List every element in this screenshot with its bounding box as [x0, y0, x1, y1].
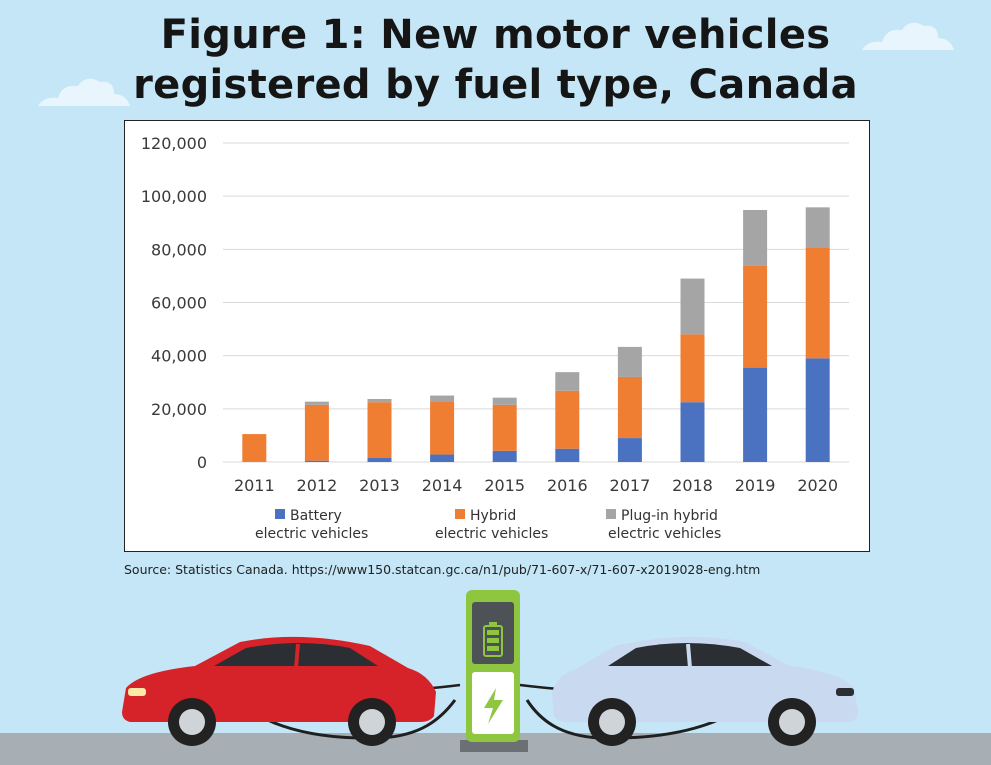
bar-segment [304, 460, 329, 462]
ev-charging-illustration [0, 590, 991, 765]
bar-segment [304, 401, 329, 405]
y-tick-label: 80,000 [151, 240, 207, 259]
stacked-bar-chart: 0 20,000 40,000 60,000 80,000 100,000 120,000 2… [141, 134, 849, 542]
legend-label: Hybrid [470, 508, 516, 524]
x-tick-label: 2019 [735, 476, 776, 495]
x-tick-label: 2018 [672, 476, 713, 495]
legend-label: electric vehicles [608, 526, 721, 542]
x-tick-label: 2016 [547, 476, 588, 495]
x-tick-label: 2014 [422, 476, 463, 495]
bar-segment [492, 450, 517, 462]
cloud-left-icon [38, 78, 130, 106]
blue-car-icon [552, 636, 858, 746]
bar-segment [430, 395, 455, 402]
x-tick-label: 2017 [610, 476, 651, 495]
bar-segment [430, 401, 455, 455]
bar-segment [743, 209, 768, 266]
bar-segment [680, 334, 705, 403]
legend-label: electric vehicles [435, 526, 548, 542]
x-tick-label: 2020 [797, 476, 838, 495]
bar-segment [805, 248, 830, 359]
legend-label: Plug-in hybrid [621, 508, 718, 524]
bar-segment [555, 372, 580, 391]
bar-segment [367, 398, 392, 403]
y-tick-label: 120,000 [141, 134, 207, 153]
bar-segment [555, 448, 580, 462]
y-tick-label: 60,000 [151, 294, 207, 313]
bar-segment [805, 358, 830, 462]
y-tick-label: 0 [197, 453, 207, 472]
y-tick-label: 40,000 [151, 347, 207, 366]
bar-segment [617, 438, 642, 462]
bar-segment [492, 404, 517, 451]
bar-segment [367, 402, 392, 459]
title-line-1: Figure 1: New motor vehicles [160, 12, 831, 58]
legend-swatch [455, 509, 465, 519]
bar-segment [555, 390, 580, 449]
bar-segment [743, 367, 768, 462]
chart-panel: 0 20,000 40,000 60,000 80,000 100,000 120,000 2… [124, 120, 870, 552]
figure-title: Figure 1: New motor vehicles registered … [0, 10, 991, 110]
bar-segment [743, 265, 768, 368]
bar-segment [617, 346, 642, 377]
cloud-right-icon [862, 22, 954, 50]
legend-swatch [606, 509, 616, 519]
y-tick-label: 100,000 [141, 187, 207, 206]
x-tick-label: 2013 [359, 476, 400, 495]
bar-segment [805, 207, 830, 249]
legend-swatch [275, 509, 285, 519]
source-note: Source: Statistics Canada. https://www15… [124, 562, 761, 577]
y-tick-label: 20,000 [151, 400, 207, 419]
bar-segment [680, 278, 705, 335]
x-tick-label: 2015 [484, 476, 525, 495]
legend-label: Battery [290, 508, 342, 524]
bar-segment [680, 402, 705, 462]
bar-segment [304, 404, 329, 461]
x-tick-label: 2012 [297, 476, 338, 495]
bar-segment [617, 376, 642, 439]
legend-label: electric vehicles [255, 526, 368, 542]
bar-segment [492, 397, 517, 405]
charging-station-icon [460, 590, 528, 752]
bar-segment [367, 458, 392, 462]
bar-segment [242, 434, 267, 462]
x-tick-label: 2011 [234, 476, 275, 495]
title-line-2: registered by fuel type, Canada [133, 62, 858, 108]
bar-segment [430, 454, 455, 462]
red-car-icon [122, 636, 436, 746]
